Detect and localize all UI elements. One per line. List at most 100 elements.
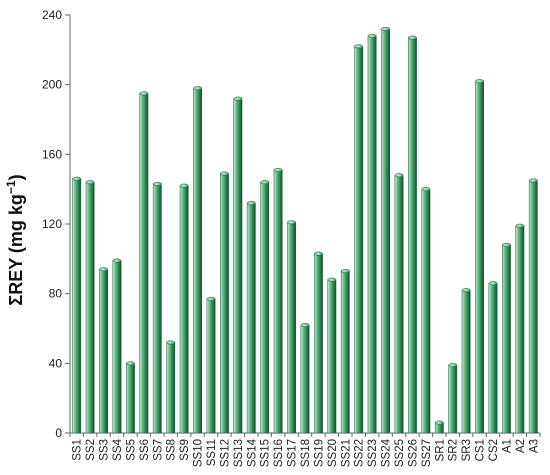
y-axis-title-close: ) xyxy=(6,174,26,180)
x-tick-label: SS23 xyxy=(367,439,379,467)
bar-cap-SS23 xyxy=(367,33,377,38)
y-axis-title-main: ΣREY (mg kg xyxy=(6,194,26,306)
x-tick-label: SS18 xyxy=(300,439,312,467)
x-tick-label: SR1 xyxy=(434,439,446,461)
bar-cap-SS19 xyxy=(314,251,323,256)
x-tick-label: SR3 xyxy=(461,439,473,461)
bar-cap-SS1 xyxy=(72,176,82,181)
x-tick-label: SS17 xyxy=(287,439,299,467)
bar-cap-SS25 xyxy=(394,173,404,178)
bar-cap-SS27 xyxy=(421,187,431,192)
bar-SR2 xyxy=(448,364,458,434)
bar-cap-SS10 xyxy=(193,86,202,91)
x-tick-label: SS16 xyxy=(273,439,285,467)
x-tick-label: SS13 xyxy=(233,439,245,467)
x-tick-label: SR2 xyxy=(448,439,460,461)
bar-SS11 xyxy=(206,298,216,434)
bar-SS8 xyxy=(166,342,176,434)
bar-SS5 xyxy=(126,363,135,434)
x-tick-label: SS24 xyxy=(381,438,393,467)
x-tick-label: SS10 xyxy=(193,439,205,467)
x-tick-label: SS11 xyxy=(206,439,218,466)
x-tick-label: A2 xyxy=(515,439,527,453)
y-axis-title: ΣREY (mg kg−1) xyxy=(4,174,26,305)
x-tick-label: SS12 xyxy=(219,439,231,467)
x-tick-label: SS5 xyxy=(125,439,137,461)
y-tick-label: 120 xyxy=(42,217,62,231)
x-tick-label: SS21 xyxy=(340,439,352,467)
y-tick-label: 160 xyxy=(42,147,62,161)
bar-SS14 xyxy=(246,202,256,434)
x-tick-label: CS1 xyxy=(475,439,487,461)
bar-SS27 xyxy=(421,188,431,434)
bar-CS2 xyxy=(488,282,498,434)
bar-A1 xyxy=(502,244,511,434)
x-tick-label: SS3 xyxy=(99,439,111,461)
bar-SS3 xyxy=(99,269,108,434)
bar-SS15 xyxy=(260,181,270,434)
x-tick-label: SS4 xyxy=(112,438,124,460)
bar-cap-CS2 xyxy=(488,281,498,286)
x-tick-label: SS20 xyxy=(327,439,339,467)
bar-SS2 xyxy=(85,181,95,434)
x-tick-label: SS27 xyxy=(421,439,433,467)
bar-cap-SS12 xyxy=(220,171,229,176)
y-tick-label: 200 xyxy=(42,78,62,92)
bar-cap-SS7 xyxy=(152,181,162,186)
bar-SS24 xyxy=(381,28,390,434)
bar-cap-SS14 xyxy=(246,201,256,206)
bar-SS17 xyxy=(287,222,296,434)
bar-cap-SS26 xyxy=(408,35,417,40)
bar-cap-SS17 xyxy=(287,220,296,225)
bar-cap-SS11 xyxy=(206,296,216,301)
bar-SS20 xyxy=(327,279,337,434)
bar-SS19 xyxy=(314,253,323,434)
y-tick-label: 240 xyxy=(42,8,62,22)
x-tick-label: SS14 xyxy=(246,438,258,467)
x-tick-label: SS25 xyxy=(394,439,406,467)
bar-cap-SS4 xyxy=(112,258,122,263)
bar-cap-SS16 xyxy=(273,168,283,173)
x-tick-label: CS2 xyxy=(488,439,500,461)
bar-SS18 xyxy=(300,324,310,434)
bar-cap-A3 xyxy=(528,178,538,183)
y-tick-label: 80 xyxy=(49,287,63,301)
bar-SS21 xyxy=(340,270,350,434)
bar-cap-SR2 xyxy=(448,363,458,368)
bar-SS9 xyxy=(179,185,189,434)
bar-CS1 xyxy=(475,80,484,434)
x-tick-label: A3 xyxy=(528,439,540,453)
x-tick-label: SS15 xyxy=(260,439,272,467)
bar-cap-CS1 xyxy=(475,79,484,84)
bar-cap-SS9 xyxy=(179,183,189,188)
x-tick-label: SS22 xyxy=(354,439,366,467)
bar-cap-SS5 xyxy=(126,361,135,366)
bar-SS6 xyxy=(139,93,149,434)
bar-SS25 xyxy=(394,174,404,434)
bar-A3 xyxy=(528,180,538,434)
x-tick-label: SS2 xyxy=(85,439,97,461)
bar-SS13 xyxy=(233,98,243,434)
bar-SS1 xyxy=(72,178,82,434)
x-tick-label: A1 xyxy=(501,439,513,453)
bar-cap-SS13 xyxy=(233,96,243,101)
bar-SS22 xyxy=(354,46,364,434)
bar-cap-SS15 xyxy=(260,180,270,185)
bar-cap-SS8 xyxy=(166,340,176,345)
bar-cap-A2 xyxy=(515,223,525,228)
x-tick-label: SS26 xyxy=(407,439,419,467)
bar-cap-SS22 xyxy=(354,44,364,49)
bar-cap-SS24 xyxy=(381,26,390,31)
bar-SS16 xyxy=(273,169,283,434)
x-tick-label: SS19 xyxy=(313,439,325,467)
bar-cap-SS20 xyxy=(327,277,337,282)
bar-cap-SR1 xyxy=(434,420,444,425)
bar-cap-SS2 xyxy=(85,180,95,185)
bar-cap-A1 xyxy=(502,242,511,247)
y-tick-label: 0 xyxy=(55,426,62,440)
bar-cap-SS3 xyxy=(99,267,108,272)
x-tick-label: SS1 xyxy=(72,439,84,461)
bar-SS12 xyxy=(220,173,229,434)
